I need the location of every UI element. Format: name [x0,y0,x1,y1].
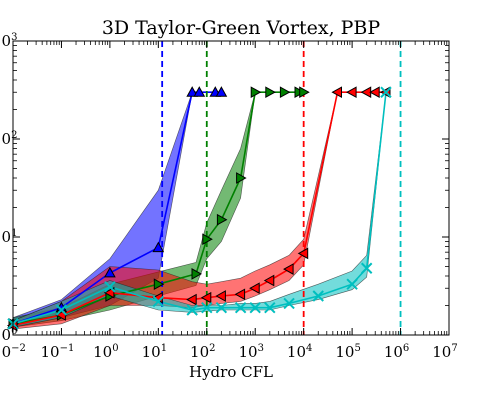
point-series-3 [249,282,260,295]
point-series-3 [297,247,309,260]
point-series-4 [215,301,228,314]
x-tick-label: 105 [335,343,360,361]
point-series-3 [331,86,342,99]
point-series-4 [380,86,392,98]
point-series-1 [152,241,165,253]
x-tick-exponent: 1 [161,343,167,354]
point-series-1 [215,86,228,97]
point-series-3 [103,286,115,299]
reference-lines [161,41,402,335]
x-axis-label: Hydro CFL [189,363,273,381]
point-series-4 [249,301,261,314]
point-series-4 [152,295,165,308]
x-tick-exponent: 6 [403,343,409,354]
x-tick-label: 103 [238,343,263,361]
y-tick-exponent: 1 [11,228,17,239]
point-series-3 [346,86,357,99]
point-series-1 [193,86,206,97]
y-tick-exponent: 2 [11,130,17,141]
plot-frame [12,40,450,336]
axis-ticks: 10−210−110010110210310410510610710010110… [0,32,458,361]
y-tick-label: 103 [0,32,17,50]
point-series-2 [265,86,276,99]
point-series-4 [186,304,198,316]
x-tick-exponent: −1 [60,343,75,354]
point-series-2 [153,278,165,291]
x-tick-exponent: 0 [112,343,118,354]
series-markers [6,86,392,332]
point-series-3 [369,86,380,99]
point-series-4 [104,281,116,293]
x-tick-label: 107 [432,343,457,361]
point-series-3 [283,263,294,275]
y-tick-label: 102 [0,130,17,148]
x-tick-exponent: 3 [258,343,264,354]
y-tick-exponent: 3 [11,32,17,43]
point-series-2 [299,86,310,99]
point-series-4 [283,297,295,310]
y-tick-label: 100 [0,326,17,344]
point-series-4 [312,290,324,302]
point-series-4 [264,301,276,314]
x-tick-exponent: −2 [11,343,26,354]
point-series-4 [201,301,213,314]
point-series-1 [186,86,199,97]
x-tick-label: 10−2 [0,343,26,361]
point-series-2 [202,233,213,246]
point-series-3 [186,293,197,306]
x-tick-exponent: 2 [209,343,215,354]
x-tick-label: 101 [142,343,167,361]
point-series-2 [216,213,228,226]
y-tick-label: 101 [0,228,17,246]
point-series-4 [55,304,68,316]
point-series-2 [279,86,291,99]
x-tick-label: 10−1 [41,343,75,361]
point-series-4 [234,301,247,314]
point-series-2 [191,268,203,280]
x-tick-exponent: 7 [451,343,457,354]
x-tick-exponent: 4 [306,343,312,354]
chart-title: 3D Taylor-Green Vortex, PBP [102,17,381,39]
point-series-3 [200,291,212,304]
point-series-2 [236,172,247,184]
point-series-3 [263,274,275,287]
point-series-4 [346,278,358,290]
point-series-1 [104,266,116,278]
x-tick-label: 104 [287,343,312,361]
point-series-3 [215,290,226,302]
x-tick-label: 100 [93,343,118,361]
x-tick-label: 102 [190,343,215,361]
point-series-3 [234,288,246,301]
x-tick-exponent: 5 [354,343,360,354]
point-series-2 [250,86,262,99]
x-tick-label: 106 [384,343,409,361]
point-series-4 [360,262,373,274]
y-tick-exponent: 0 [11,326,17,337]
